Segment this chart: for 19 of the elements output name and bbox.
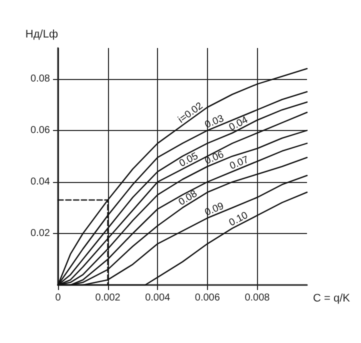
text: 0.08: [176, 188, 200, 208]
text: 0.10: [227, 210, 250, 229]
text: 0.06: [203, 149, 226, 167]
x-tick-label: 0.008: [244, 292, 270, 304]
text: 0.07: [228, 154, 251, 172]
y-axis-title: Hд/Lф: [25, 28, 58, 40]
text: 0.09: [203, 200, 226, 218]
y-tick-label: 0.06: [30, 124, 50, 136]
x-tick-label: 0: [55, 292, 62, 304]
text: 0.05: [178, 150, 200, 170]
x-axis-title: C = q/K: [313, 292, 351, 304]
y-tick-label: 0.02: [30, 228, 50, 239]
x-tick-label: 0.004: [145, 292, 171, 304]
x-tick-label: 0.002: [95, 292, 121, 304]
text: 0.04: [227, 114, 250, 134]
text: 0.03: [203, 113, 226, 131]
y-tick-label: 0.04: [30, 176, 50, 188]
y-tick-label: 0.08: [30, 73, 50, 84]
x-tick-label: 0.006: [194, 292, 220, 304]
